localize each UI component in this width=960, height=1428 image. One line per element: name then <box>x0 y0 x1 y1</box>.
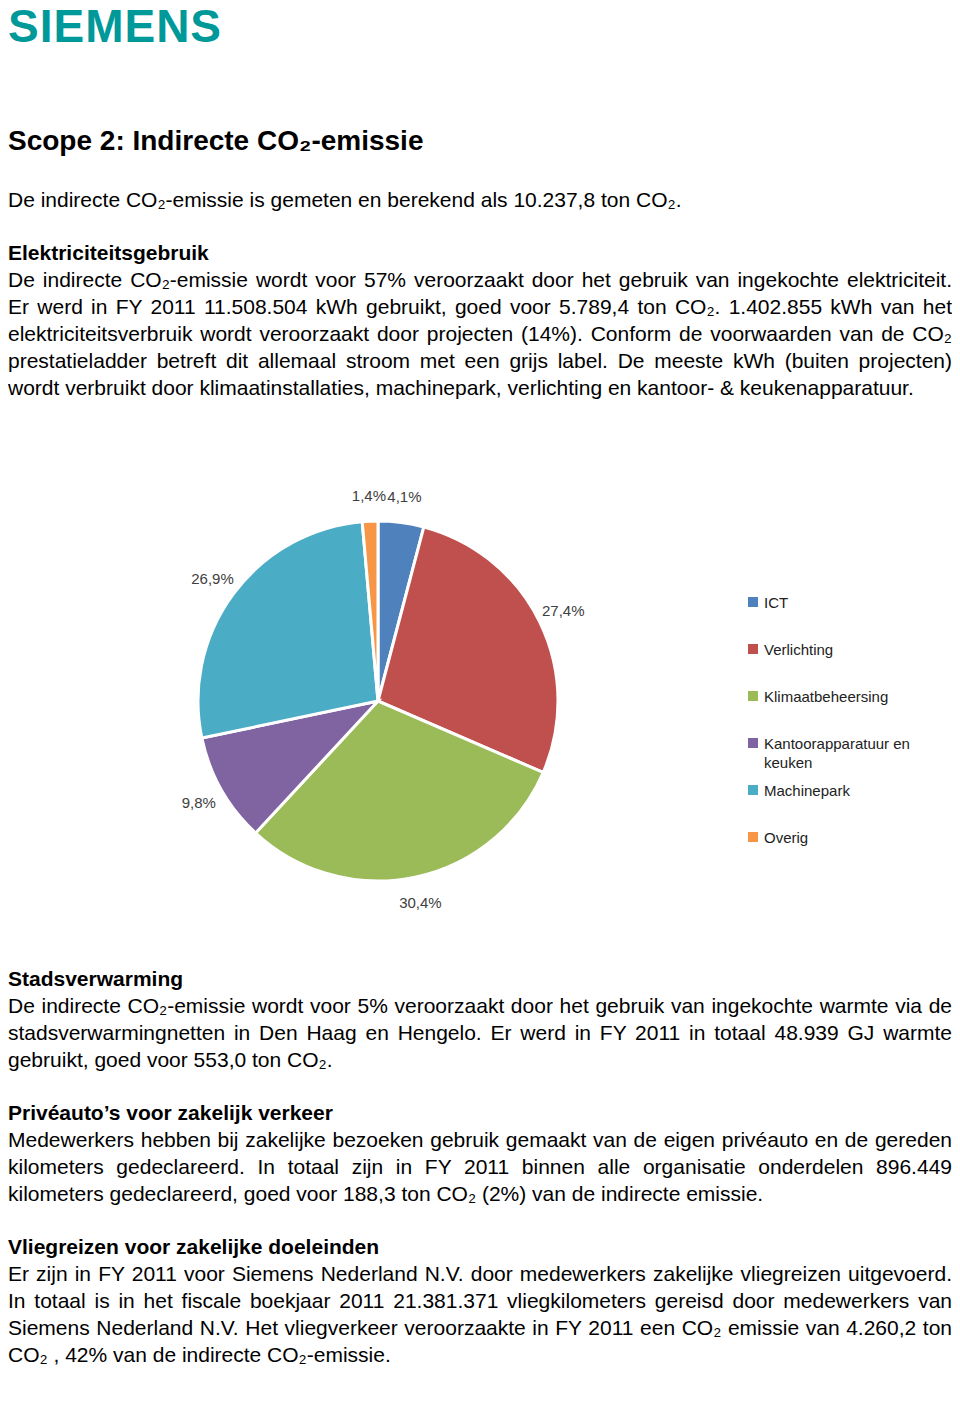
svg-text:27,4%: 27,4% <box>542 602 585 619</box>
html-text:Machinepark: Machinepark <box>764 782 850 799</box>
svg-text:1,4%: 1,4% <box>352 487 386 504</box>
svg-text:4,1%: 4,1% <box>387 488 421 505</box>
html-text:Kantoorapparatuur en keuken: Kantoorapparatuur en keuken <box>764 735 910 771</box>
html-text:SIEMENS: SIEMENS <box>8 0 222 52</box>
html-text:De indirecte CO₂-emissie is ge: De indirecte CO₂-emissie is gemeten en b… <box>8 188 682 211</box>
svg-text:30,4%: 30,4% <box>399 894 442 911</box>
svg-text:26,9%: 26,9% <box>191 570 234 587</box>
html-text:Overig: Overig <box>764 829 809 846</box>
html-text:Scope 2: Indirecte CO₂-emissie: Scope 2: Indirecte CO₂-emissie <box>8 125 424 156</box>
html-text:ICT: ICT <box>764 594 789 611</box>
html-text:Stadsverwarming: Stadsverwarming <box>8 967 184 990</box>
html-text:Medewerkers hebben bij zakelij: Medewerkers hebben bij zakelijke bezoeke… <box>8 1128 952 1205</box>
html-text:Vliegreizen voor zakelijke doe: Vliegreizen voor zakelijke doeleinden <box>8 1235 380 1258</box>
html-text:Er zijn in FY 2011 voor Siemen: Er zijn in FY 2011 voor Siemens Nederlan… <box>8 1262 952 1366</box>
html-text:Privéauto’s voor zakelijk verk: Privéauto’s voor zakelijk verkeer <box>8 1101 333 1124</box>
html-text:Klimaatbeheersing: Klimaatbeheersing <box>764 688 889 705</box>
html-text:Elektriciteitsgebruik: Elektriciteitsgebruik <box>8 241 209 264</box>
html-text:Verlichting: Verlichting <box>764 641 834 658</box>
html-text:De indirecte CO₂-emissie wordt: De indirecte CO₂-emissie wordt voor 5% v… <box>8 994 952 1071</box>
svg-text:9,8%: 9,8% <box>182 794 216 811</box>
html-text:De indirecte CO₂-emissie wordt: De indirecte CO₂-emissie wordt voor 57% … <box>8 268 952 399</box>
